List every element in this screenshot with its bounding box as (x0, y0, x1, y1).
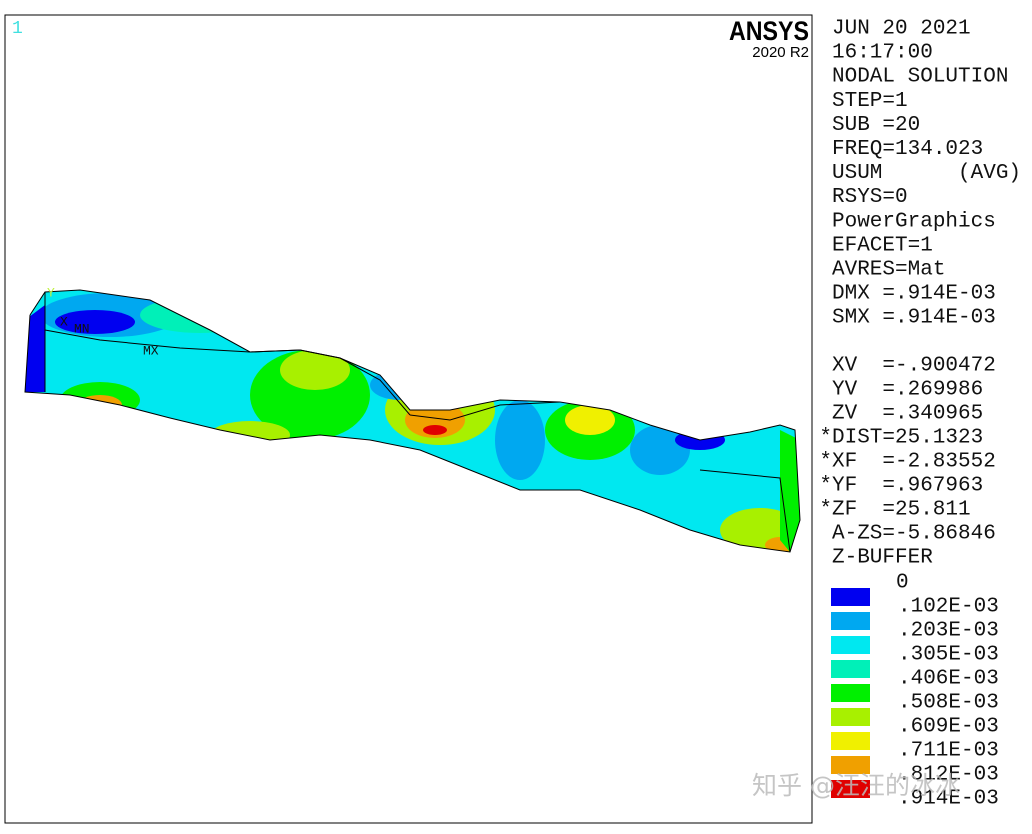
info-line: YV =.269986 (832, 379, 983, 402)
legend-label: .305E-03 (898, 644, 999, 667)
legend-swatch (831, 780, 870, 798)
info-line: DMX =.914E-03 (832, 283, 996, 306)
info-line: *XF =-2.83552 (819, 451, 995, 474)
info-line: 16:17:00 (832, 42, 933, 65)
info-line: RSYS=0 (832, 186, 908, 209)
info-line: XV =-.900472 (832, 355, 996, 378)
max-label: MX (143, 343, 159, 358)
min-label: MN (74, 321, 90, 336)
legend-swatch (831, 588, 870, 606)
legend-label: .102E-03 (898, 596, 999, 619)
legend-swatch (831, 732, 870, 750)
legend-label: .406E-03 (898, 668, 999, 691)
info-line: SUB =20 (832, 114, 920, 137)
x-axis-label: X (60, 314, 68, 329)
legend-swatch (831, 636, 870, 654)
info-line: *DIST=25.1323 (819, 427, 983, 450)
info-line: *ZF =25.811 (819, 499, 970, 522)
info-line: PowerGraphics (832, 210, 996, 233)
info-line: FREQ=134.023 (832, 138, 983, 161)
window-number: 1 (12, 19, 23, 39)
y-axis-label: Y (47, 285, 55, 300)
legend-swatch (831, 660, 870, 678)
info-line: STEP=1 (832, 90, 908, 113)
legend-swatch (831, 684, 870, 702)
legend-swatch (831, 756, 870, 774)
info-line: *YF =.967963 (819, 475, 983, 498)
legend-label: 0 (896, 572, 909, 595)
info-line: ZV =.340965 (832, 403, 983, 426)
legend-swatch (831, 708, 870, 726)
logo-version: 2020 R2 (752, 44, 809, 61)
legend-label: .609E-03 (898, 716, 999, 739)
watermark: 知乎 @汪汪的冰冰 (752, 771, 960, 800)
logo-title: ANSYS (729, 16, 809, 46)
info-line: USUM (AVG) (832, 162, 1021, 185)
legend-label: .203E-03 (898, 620, 999, 643)
info-line: SMX =.914E-03 (832, 307, 996, 330)
legend-label: .914E-03 (898, 788, 999, 811)
info-line: A-ZS=-5.86846 (832, 523, 996, 546)
legend-label: .711E-03 (898, 740, 999, 763)
legend-label: .508E-03 (898, 692, 999, 715)
legend-label: .812E-03 (898, 764, 999, 787)
legend-swatch (831, 612, 870, 630)
info-line: AVRES=Mat (832, 259, 945, 282)
info-line: JUN 20 2021 (832, 18, 971, 41)
model-edges (24, 289, 801, 553)
info-line: Z-BUFFER (832, 547, 933, 570)
info-line: EFACET=1 (832, 234, 933, 257)
info-line: NODAL SOLUTION (832, 66, 1008, 89)
